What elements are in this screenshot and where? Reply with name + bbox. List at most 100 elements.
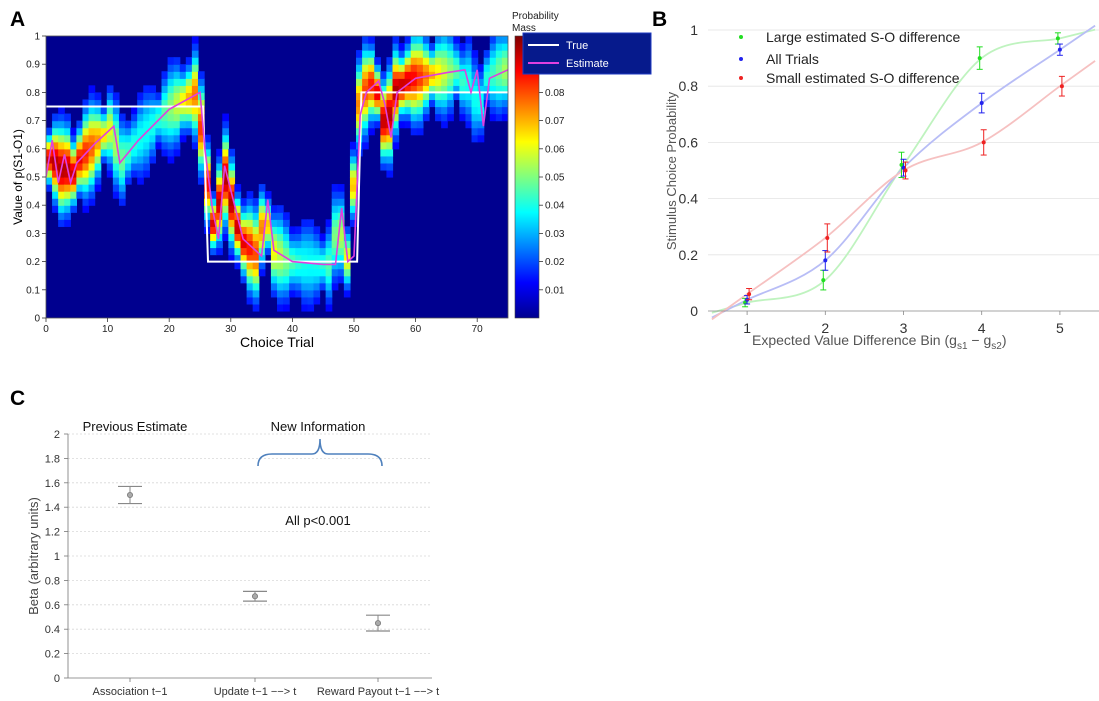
heatmap-cell [173,92,181,101]
heatmap-cell [234,184,242,192]
heatmap-cell [501,92,508,101]
heatmap-cell [307,289,315,298]
heatmap-cell [118,162,126,171]
heatmap-cell [179,99,187,108]
heatmap-cell [58,155,65,164]
heatmap-cell [106,113,114,122]
colorbar-tick-label: 0.03 [545,229,565,240]
heatmap-cell [283,219,290,227]
heatmap-cell [258,254,266,263]
heatmap-cell [228,177,236,185]
heatmap-cell [52,148,59,157]
heatmap-cell [501,78,508,86]
heatmap-cell [185,99,193,108]
heatmap-cell [246,254,254,263]
heatmap-cell [465,85,473,93]
heatmap-cell [283,282,290,291]
heatmap-cell [149,99,157,108]
heatmap-cell [112,184,120,192]
heatmap-cell [453,78,460,86]
heatmap-cell [331,268,339,277]
heatmap-cell [58,106,65,115]
heatmap-cell [295,247,302,256]
heatmap-cell [465,43,473,51]
heatmap-cell [307,275,315,284]
beta-x-labels: Association t−1 Update t−1 −−> t Reward Pa… [93,678,439,698]
heatmap-cell [240,212,248,220]
heatmap-cell [106,162,114,171]
heatmap-cell [368,127,375,136]
heatmap-cell [289,261,296,270]
heatmap-cell [295,275,302,284]
heatmap-cell [161,78,169,86]
heatmap-cell [325,233,333,242]
heatmap-cell [313,226,321,234]
heatmap-cell [289,240,296,249]
heatmap-cell [173,106,181,115]
heatmap-cell [137,127,144,136]
heatmap-cell [441,99,448,108]
heatmap-cell [94,148,102,157]
heatmap-cell [88,198,96,206]
heatmap-cell [222,155,229,164]
heatmap-cell [495,57,503,65]
heatmap-cell [82,177,90,185]
heatmap-cell [246,282,254,291]
heatmap-cell [483,50,491,58]
heatmap-y-tick-label: 0.4 [26,201,40,212]
heatmap-cell [447,36,454,44]
heatmap-cell [465,71,473,79]
heatmap-cell [185,92,193,101]
heatmap-cell [289,289,296,298]
heatmap-cell [191,71,199,79]
heatmap-cell [64,198,71,206]
heatmap-cell [283,275,290,284]
choice-x-ticks: 1 2 3 4 5 [743,311,1064,336]
heatmap-cell [313,240,321,249]
heatmap-cell [94,177,102,185]
heatmap-cell [204,198,211,206]
beta-y-tick-label: 0.8 [45,575,60,587]
heatmap-cell [88,127,96,136]
heatmap-cell [331,275,339,284]
x-title-g1: g [949,332,957,348]
heatmap-cell [100,106,108,115]
heatmap-cell [483,64,491,72]
heatmap-cell [143,85,150,93]
data-point [823,258,828,263]
heatmap-cell [368,57,375,65]
heatmap-cell [471,99,479,108]
beta-y-axis-title: Beta (arbitrary units) [26,497,41,615]
heatmap-cell [58,113,65,122]
heatmap-cell [88,155,96,164]
heatmap-cell [404,120,412,129]
heatmap-cell [173,113,181,122]
heatmap-cell [118,113,126,122]
heatmap-cell [240,275,248,284]
heatmap-cell [283,233,290,242]
heatmap-cell [185,64,193,72]
heatmap-cell [319,254,327,263]
heatmap-cell [489,64,497,72]
heatmap-cell [471,85,479,93]
heatmap-cell [210,226,217,234]
heatmap-cell [477,85,485,93]
heatmap-cell [392,120,400,129]
heatmap-cell [88,162,96,171]
heatmap-cell [380,148,388,157]
heatmap-cell [501,57,508,65]
heatmap-cell [64,184,71,192]
heatmap-cell [216,162,223,171]
heatmap-cell [392,78,400,86]
heatmap-cell [222,177,229,185]
heatmap-cell [143,141,150,150]
heatmap-cell [264,191,272,199]
heatmap-cell [222,184,229,192]
heatmap-cell [471,106,479,115]
heatmap-cell [191,43,199,51]
heatmap-cell [167,71,175,79]
heatmap-cell [149,92,157,101]
heatmap-cell [131,162,138,171]
heatmap-cell [112,177,120,185]
heatmap-cell [179,71,187,79]
